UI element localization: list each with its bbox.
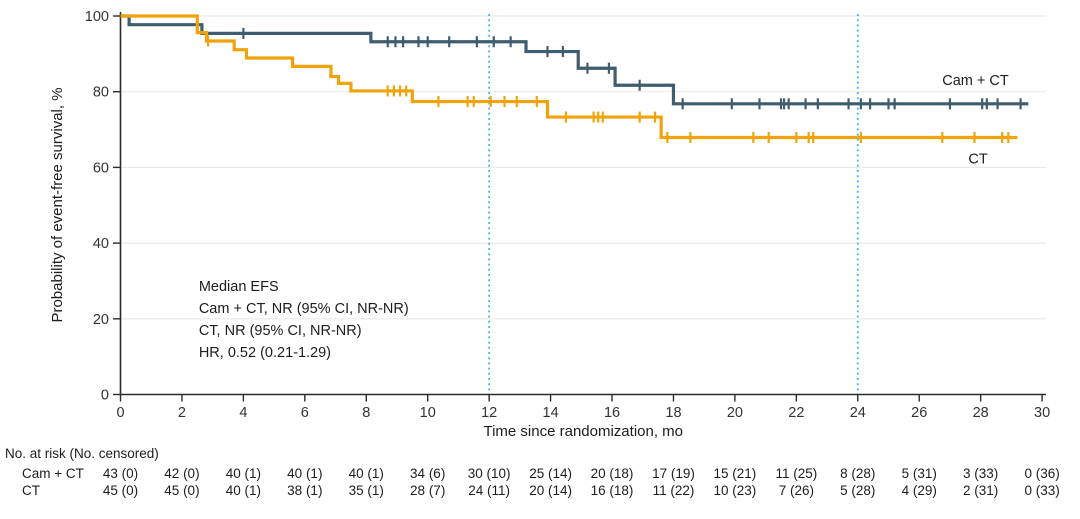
y-tick-label-40: 40 xyxy=(93,236,109,252)
x-tick-label-4: 4 xyxy=(239,405,247,421)
risk-cell-ct-m14: 20 (14) xyxy=(529,483,572,498)
y-axis-label: Probability of event-free survival, % xyxy=(49,87,66,322)
risk-table-header: No. at risk (No. censored) xyxy=(5,446,159,461)
risk-cell-ct-m0: 45 (0) xyxy=(102,483,139,498)
x-tick-label-20: 20 xyxy=(727,405,743,421)
risk-cell-cam-ct-m0: 43 (0) xyxy=(102,466,139,481)
risk-cell-ct-m8: 35 (1) xyxy=(348,483,384,498)
risk-cell-ct-m4: 40 (1) xyxy=(225,483,262,498)
risk-cell-cam-ct-m24: 8 (28) xyxy=(840,466,876,481)
risk-cell-cam-ct-m8: 40 (1) xyxy=(348,466,384,481)
x-tick-label-24: 24 xyxy=(850,405,866,421)
x-tick-label-10: 10 xyxy=(420,405,436,421)
x-tick-label-6: 6 xyxy=(301,405,309,421)
x-tick-label-22: 22 xyxy=(788,405,804,421)
risk-cell-ct-m2: 45 (0) xyxy=(164,483,200,498)
risk-cell-ct-m16: 16 (18) xyxy=(590,483,634,498)
annotation-line-3: CT, NR (95% CI, NR-NR) xyxy=(199,323,362,339)
risk-cell-cam-ct-m20: 15 (21) xyxy=(713,466,757,481)
curve-ct xyxy=(120,14,1018,140)
risk-cell-cam-ct-m6: 40 (1) xyxy=(287,466,323,481)
y-tick-label-0: 0 xyxy=(101,388,109,404)
risk-cell-cam-ct-m4: 40 (1) xyxy=(225,466,262,481)
y-tick-label-100: 100 xyxy=(85,9,109,25)
x-tick-label-26: 26 xyxy=(911,405,927,421)
annotation-line-1: Median EFS xyxy=(199,279,279,295)
risk-cell-ct-m10: 28 (7) xyxy=(410,483,446,498)
risk-cell-cam-ct-m30: 0 (36) xyxy=(1024,466,1060,481)
risk-row-label-cam-ct: Cam + CT xyxy=(22,466,84,481)
y-tick-label-60: 60 xyxy=(93,160,109,176)
risk-cell-ct-m28: 2 (31) xyxy=(963,483,999,498)
annotation-line-4: HR, 0.52 (0.21-1.29) xyxy=(199,345,331,361)
x-tick-label-8: 8 xyxy=(362,405,370,421)
curve-cam-ct xyxy=(120,14,1029,106)
risk-cell-ct-m6: 38 (1) xyxy=(287,483,323,498)
risk-cell-cam-ct-m10: 34 (6) xyxy=(410,466,446,481)
risk-cell-cam-ct-m28: 3 (33) xyxy=(963,466,999,481)
x-axis-label: Time since randomization, mo xyxy=(483,423,683,440)
risk-cell-ct-m30: 0 (33) xyxy=(1024,483,1060,498)
x-tick-label-0: 0 xyxy=(116,405,124,421)
x-tick-label-14: 14 xyxy=(543,405,559,421)
risk-cell-ct-m18: 11 (22) xyxy=(652,483,695,498)
x-tick-label-30: 30 xyxy=(1034,405,1050,421)
risk-row-label-ct: CT xyxy=(22,483,40,498)
risk-cell-ct-m20: 10 (23) xyxy=(713,483,757,498)
risk-cell-cam-ct-m14: 25 (14) xyxy=(529,466,572,481)
x-tick-label-28: 28 xyxy=(973,405,989,421)
risk-cell-cam-ct-m22: 11 (25) xyxy=(775,466,818,481)
risk-cell-cam-ct-m26: 5 (31) xyxy=(901,466,937,481)
x-tick-label-12: 12 xyxy=(481,405,497,421)
risk-cell-cam-ct-m2: 42 (0) xyxy=(164,466,200,481)
risk-cell-ct-m24: 5 (28) xyxy=(840,483,876,498)
x-tick-label-2: 2 xyxy=(178,405,186,421)
curve-label-cam-ct: Cam + CT xyxy=(942,73,1009,89)
y-tick-label-80: 80 xyxy=(93,85,109,101)
risk-cell-ct-m12: 24 (11) xyxy=(468,483,511,498)
y-tick-label-20: 20 xyxy=(93,312,109,328)
curve-label-ct: CT xyxy=(968,152,987,168)
risk-cell-cam-ct-m16: 20 (18) xyxy=(590,466,634,481)
risk-cell-cam-ct-m12: 30 (10) xyxy=(467,466,511,481)
annotation-line-2: Cam + CT, NR (95% CI, NR-NR) xyxy=(199,301,409,317)
x-tick-label-18: 18 xyxy=(665,405,681,421)
risk-cell-ct-m26: 4 (29) xyxy=(901,483,937,498)
x-tick-label-16: 16 xyxy=(604,405,620,421)
risk-cell-ct-m22: 7 (26) xyxy=(778,483,814,498)
risk-cell-cam-ct-m18: 17 (19) xyxy=(652,466,695,481)
